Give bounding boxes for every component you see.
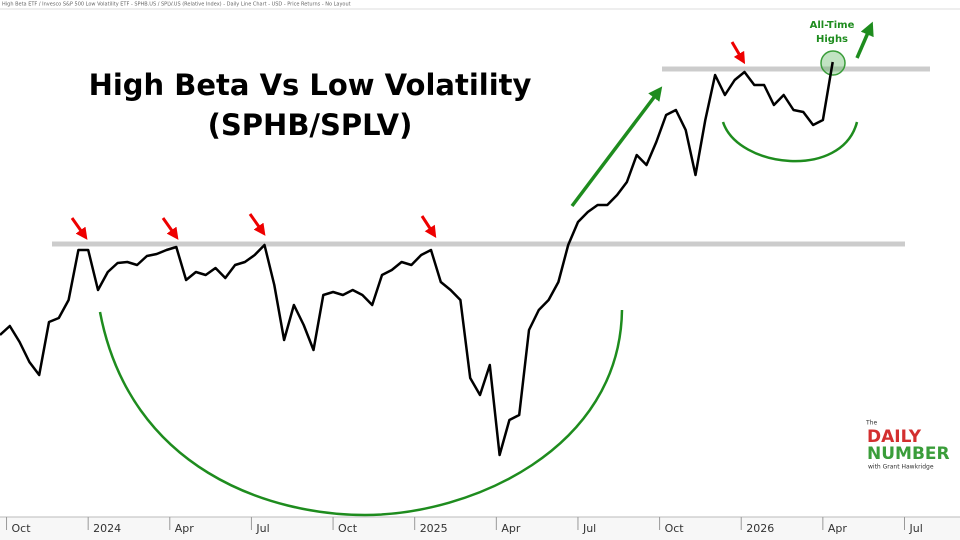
red-arrow bbox=[70, 217, 88, 240]
x-tick-label: Apr bbox=[175, 522, 195, 535]
x-tick-label: Oct bbox=[338, 522, 358, 535]
logo-text: with Grant Hawkridge bbox=[868, 464, 934, 471]
red-arrow bbox=[248, 213, 266, 236]
logo-text: The bbox=[865, 420, 877, 427]
green-arrows bbox=[570, 21, 874, 208]
x-axis-band bbox=[0, 517, 960, 540]
annotation: All-Time bbox=[810, 20, 855, 31]
chart-header: High Beta ETF / Invesco S&P 500 Low Vola… bbox=[2, 2, 351, 8]
x-tick-label: Jul bbox=[255, 522, 269, 535]
x-tick-label: 2025 bbox=[420, 522, 448, 535]
green-arrow bbox=[570, 86, 663, 208]
chart-subtitle: (SPHB/SPLV) bbox=[208, 108, 413, 142]
x-tick-label: 2024 bbox=[93, 522, 121, 535]
x-tick-label: Oct bbox=[665, 522, 685, 535]
red-arrows bbox=[70, 41, 746, 240]
x-tick-label: Oct bbox=[12, 522, 32, 535]
red-arrow bbox=[730, 41, 746, 65]
small-arc bbox=[721, 121, 859, 163]
chart-title: High Beta Vs Low Volatility bbox=[89, 68, 532, 102]
x-tick-label: Apr bbox=[501, 522, 521, 535]
red-arrow bbox=[420, 215, 437, 239]
green-arrow bbox=[855, 21, 874, 59]
x-tick-label: Jul bbox=[582, 522, 596, 535]
logo-text: NUMBER bbox=[867, 444, 950, 464]
line-series bbox=[0, 61, 834, 457]
logo: The DAILY NUMBER with Grant Hawkridge bbox=[865, 420, 950, 471]
cup-arcs bbox=[98, 121, 859, 517]
annotation: Highs bbox=[816, 34, 848, 45]
logo-text: DAILY bbox=[867, 427, 922, 447]
x-tick-label: Jul bbox=[908, 522, 922, 535]
red-arrow bbox=[161, 217, 179, 240]
big-arc bbox=[98, 309, 624, 517]
x-tick-label: Apr bbox=[828, 522, 848, 535]
x-tick-label: 2026 bbox=[746, 522, 774, 535]
